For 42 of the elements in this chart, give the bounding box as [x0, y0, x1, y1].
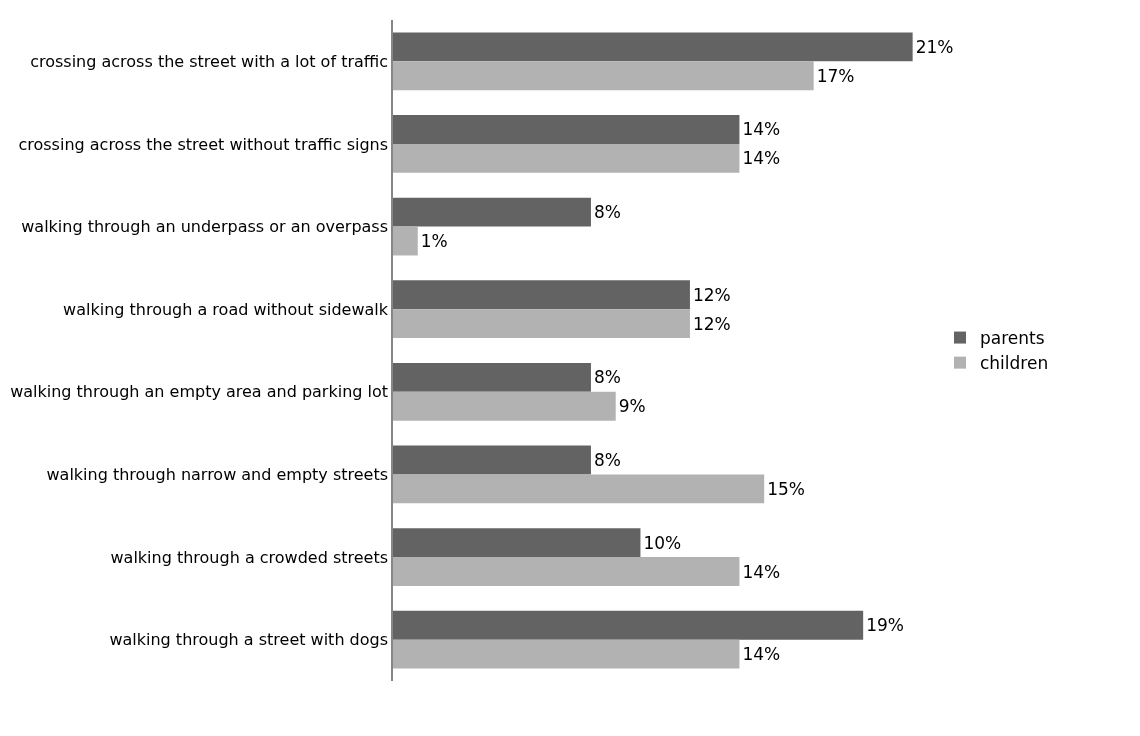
bar: [393, 309, 690, 339]
bar: [393, 280, 690, 310]
data-label: 12%: [692, 313, 731, 334]
y-tick-label: walking through an empty area and parking lot: [10, 382, 389, 402]
bar: [393, 61, 814, 91]
data-label: 14%: [742, 119, 781, 140]
data-label: 17%: [816, 65, 855, 86]
data-label: 14%: [742, 644, 781, 665]
bar: [393, 115, 740, 144]
bar: [393, 32, 913, 62]
bar: [393, 610, 864, 640]
data-label: 12%: [692, 284, 731, 305]
bar: [393, 226, 418, 256]
bar: [393, 528, 641, 558]
data-label: 8%: [593, 367, 621, 388]
y-tick-label: crossing across the street without traffic signs: [18, 134, 389, 154]
y-tick-label: crossing across the street with a lot of traffic: [30, 51, 389, 71]
data-label: 21%: [915, 36, 954, 57]
legend-label: children: [980, 353, 1049, 374]
y-tick-label: walking through an underpass or an overpass: [21, 217, 389, 237]
bar: [393, 362, 591, 392]
y-tick-label: walking through a crowded streets: [110, 547, 389, 567]
bar: [393, 474, 765, 504]
bar: [393, 391, 616, 421]
data-label: 8%: [593, 449, 621, 470]
y-tick-label: walking through a street with dogs: [109, 630, 389, 650]
y-tick-label: walking through a road without sidewalk: [63, 299, 389, 319]
data-label: 1%: [420, 231, 448, 252]
data-label: 14%: [742, 148, 781, 169]
data-label: 9%: [618, 396, 646, 417]
legend-label: parents: [980, 328, 1045, 349]
bar: [393, 445, 591, 475]
bar: [393, 143, 740, 173]
data-label: 10%: [643, 532, 682, 553]
bar: [393, 557, 740, 586]
bar: [393, 639, 740, 669]
data-label: 19%: [866, 615, 904, 636]
data-label: 14%: [742, 561, 781, 582]
bar: [393, 197, 591, 227]
y-tick-label: walking through narrow and empty streets: [46, 465, 389, 485]
data-label: 8%: [593, 202, 621, 223]
data-label: 15%: [767, 478, 805, 499]
